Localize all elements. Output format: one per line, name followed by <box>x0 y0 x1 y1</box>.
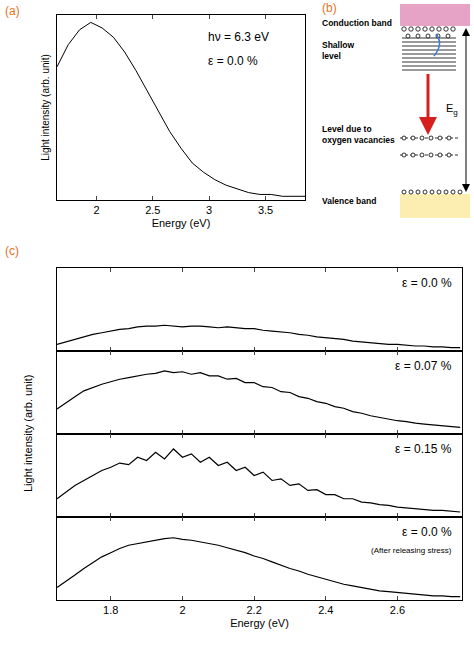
svg-text:Valence band: Valence band <box>322 196 376 206</box>
svg-text:ε = 0.0 %: ε = 0.0 % <box>402 276 452 290</box>
svg-text:(c): (c) <box>5 244 19 258</box>
svg-text:Light intensity (arb. unit): Light intensity (arb. unit) <box>22 375 34 492</box>
svg-text:3.5: 3.5 <box>258 204 273 216</box>
svg-text:ε = 0.0 %: ε = 0.0 % <box>402 525 452 539</box>
svg-text:3: 3 <box>206 204 212 216</box>
svg-text:level: level <box>322 51 341 61</box>
svg-text:(a): (a) <box>5 4 20 18</box>
svg-text:2: 2 <box>179 604 185 616</box>
svg-text:ε = 0.07 %: ε = 0.07 % <box>395 359 452 373</box>
svg-text:Energy (eV): Energy (eV) <box>230 617 289 629</box>
svg-text:2.4: 2.4 <box>318 604 333 616</box>
svg-text:(After releasing stress): (After releasing stress) <box>371 546 452 555</box>
svg-text:ε = 0.0 %: ε = 0.0 % <box>208 54 258 68</box>
svg-text:Light intensity (arb. unit): Light intensity (arb. unit) <box>40 54 51 161</box>
svg-text:hν = 6.3 eV: hν = 6.3 eV <box>208 30 269 44</box>
svg-text:2.5: 2.5 <box>145 204 160 216</box>
svg-text:2.6: 2.6 <box>390 604 405 616</box>
svg-text:(b): (b) <box>322 1 337 15</box>
svg-text:1.8: 1.8 <box>103 604 118 616</box>
svg-text:ε = 0.15 %: ε = 0.15 % <box>395 442 452 456</box>
svg-text:Conduction band: Conduction band <box>322 18 392 28</box>
svg-text:Eg: Eg <box>446 102 458 117</box>
svg-text:Energy (eV): Energy (eV) <box>152 217 211 229</box>
svg-text:Shallow: Shallow <box>322 40 355 50</box>
svg-text:2.2: 2.2 <box>246 604 261 616</box>
svg-text:Level due to: Level due to <box>322 124 372 134</box>
svg-text:2: 2 <box>93 204 99 216</box>
svg-text:oxygen vacancies: oxygen vacancies <box>322 135 395 145</box>
